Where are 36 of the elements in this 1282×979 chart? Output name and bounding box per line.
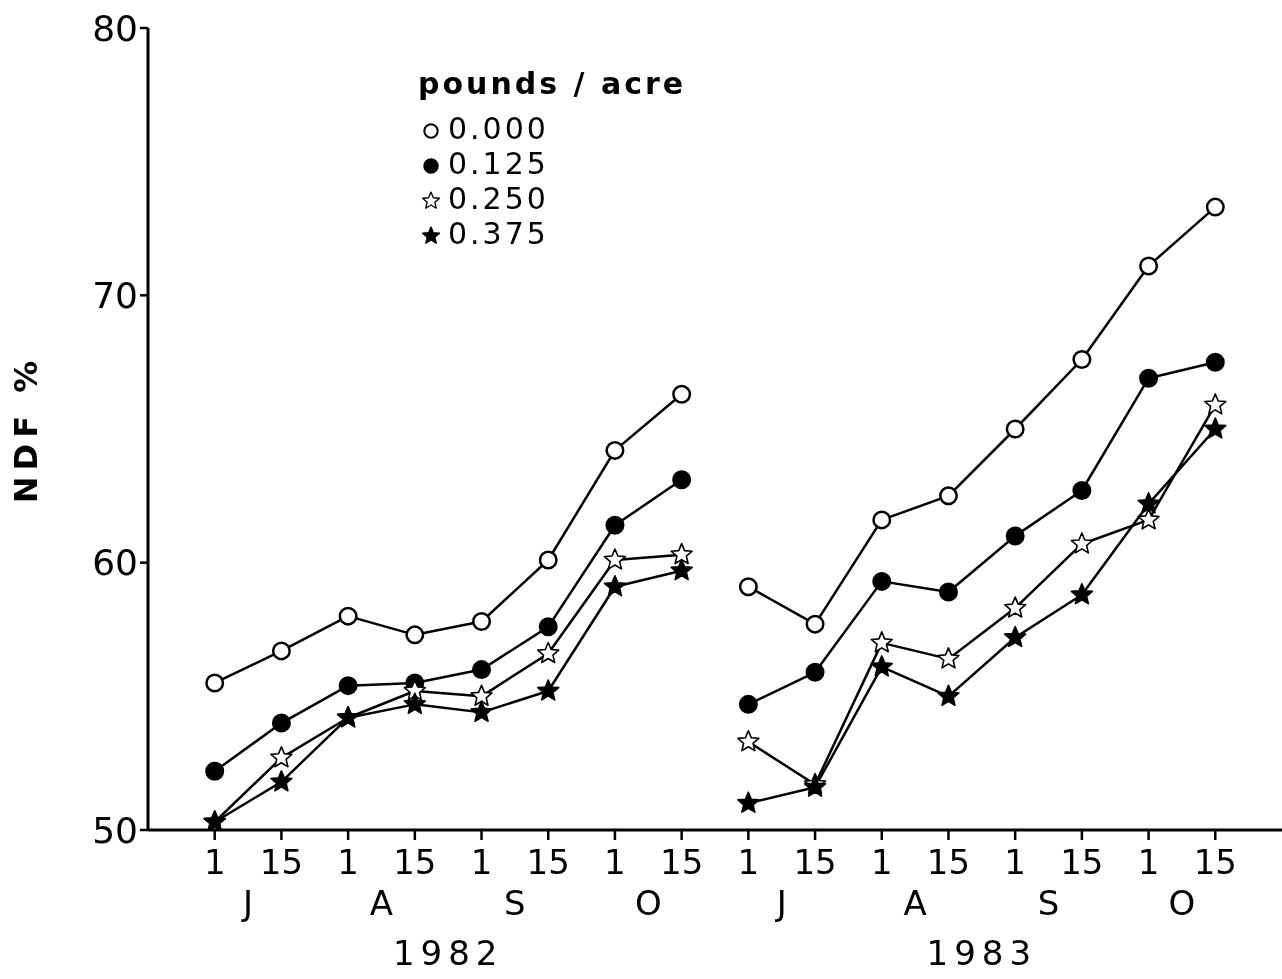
text: 1983 xyxy=(925,933,1039,973)
text: J xyxy=(240,883,255,923)
x-tick-label: 15 xyxy=(793,842,837,883)
y-tick-label: 50 xyxy=(92,809,138,851)
text: 1982 xyxy=(391,933,505,973)
x-tick-label: 15 xyxy=(1060,842,1104,883)
x-tick-label: 1 xyxy=(1137,842,1160,883)
y-tick-label: 60 xyxy=(92,542,138,584)
text: O xyxy=(1167,883,1197,923)
text: A xyxy=(902,883,928,923)
y-tick-label: 80 xyxy=(92,7,138,49)
x-tick-label: 1 xyxy=(203,842,226,883)
x-tick-label: 1 xyxy=(337,842,359,883)
x-tick-label: 15 xyxy=(660,842,704,883)
x-tick-label: 15 xyxy=(926,842,971,883)
legend-title: pounds / acre xyxy=(418,66,688,101)
x-tick-label: 1 xyxy=(870,842,893,883)
text: S xyxy=(1036,883,1061,923)
text: A xyxy=(368,883,395,923)
text: S xyxy=(503,883,527,923)
text: J xyxy=(774,883,788,923)
x-tick-label: 1 xyxy=(470,842,493,883)
x-tick-label: 1 xyxy=(1004,842,1026,883)
y-axis-title: NDF % xyxy=(7,354,46,504)
text: O xyxy=(633,883,663,923)
x-tick-label: 1 xyxy=(737,842,760,883)
x-tick-label: 1 xyxy=(604,842,626,883)
legend-label: 0.125 xyxy=(448,146,550,181)
legend-label: 0.000 xyxy=(448,111,550,146)
y-tick-label: 70 xyxy=(92,275,138,317)
x-tick-label: 15 xyxy=(526,842,570,883)
x-tick-label: 15 xyxy=(259,842,304,883)
legend-label: 0.375 xyxy=(448,216,550,251)
x-tick-label: 15 xyxy=(393,842,437,883)
legend-label: 0.250 xyxy=(448,181,550,216)
x-tick-label: 15 xyxy=(1193,842,1237,883)
